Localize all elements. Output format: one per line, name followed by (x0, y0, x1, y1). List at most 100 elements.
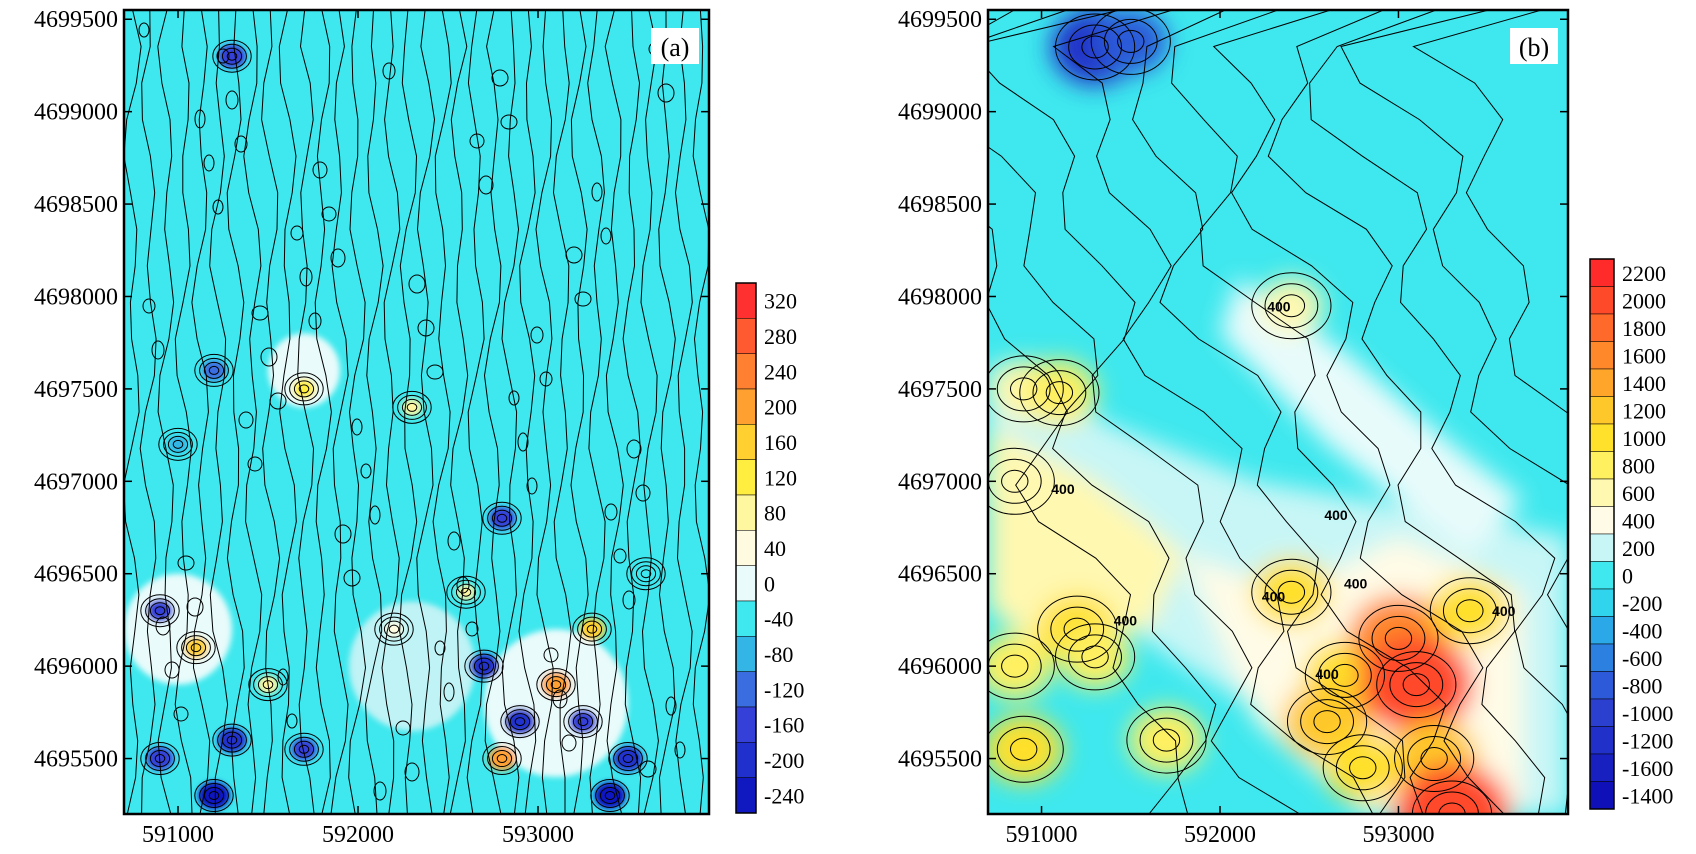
contour-ring (604, 791, 616, 801)
colorbar-cell (1589, 368, 1615, 397)
panel-b-colorbar: 2200200018001600140012001000800600400200… (1589, 258, 1673, 810)
contour-ring (631, 561, 661, 587)
contour-ring (360, 463, 372, 479)
contour-ring (417, 319, 435, 337)
anomaly-ridge (1220, 278, 1524, 556)
contour-ring (1054, 13, 1136, 81)
contour-ring (277, 668, 289, 686)
colorbar-label: 120 (764, 465, 797, 490)
contour-label: 400 (1267, 298, 1291, 314)
contour-ring (487, 505, 517, 531)
contour-ring (482, 501, 522, 535)
contour-ring (577, 717, 589, 727)
contour-line (640, 10, 659, 814)
colorbar-label: -40 (764, 607, 793, 632)
x-tick-label: 591000 (142, 822, 214, 848)
contour-ring (176, 631, 216, 665)
contour-ring (1376, 651, 1457, 719)
panel-b-frame (986, 8, 1570, 816)
contour-ring (1429, 577, 1510, 645)
contour-ring (185, 639, 207, 657)
anomaly-patch (124, 573, 232, 685)
contour-ring (374, 612, 414, 646)
contour-label: 400 (1051, 481, 1075, 497)
contour-ring (1411, 780, 1493, 814)
contour-ring (312, 161, 328, 179)
y-tick-label: 4695500 (898, 747, 982, 773)
colorbar-cell (1589, 616, 1615, 645)
contour-label: 400 (1262, 588, 1286, 604)
contour-line (483, 10, 502, 814)
y-tick-label: 4698000 (34, 284, 118, 310)
x-tick-label: 593000 (502, 822, 574, 848)
contour-ring (591, 182, 603, 202)
contour-ring (1090, 10, 1171, 75)
contour-ring (530, 326, 544, 344)
x-tick-label: 592000 (322, 822, 394, 848)
contour-ring (1081, 35, 1109, 59)
colorbar-cell (735, 459, 757, 496)
panel-b-label-box: (b) (1510, 28, 1558, 64)
contour-line (552, 10, 572, 814)
contour-ring (379, 616, 409, 642)
x-tick-label: 591000 (1006, 822, 1078, 848)
contour-line (1132, 10, 1406, 814)
contour-ring (194, 109, 206, 129)
contour-line (988, 10, 1217, 814)
contour-ring (208, 365, 220, 375)
colorbar-cell (1589, 396, 1615, 425)
colorbar-cell (735, 530, 757, 566)
colorbar-cell (1589, 506, 1615, 535)
contour-ring (639, 760, 657, 778)
contour-line (139, 10, 157, 814)
contour-ring (392, 390, 432, 424)
contour-ring (996, 366, 1051, 412)
contour-ring (140, 742, 180, 776)
contour-ring (194, 353, 234, 387)
contour-ring (613, 746, 643, 772)
contour-line (209, 10, 229, 814)
contour-ring (397, 394, 427, 420)
contour-ring (536, 668, 576, 702)
contour-ring (509, 713, 531, 731)
anomaly-hotspot (168, 435, 188, 454)
anomaly-hotspot (1059, 626, 1131, 688)
contour-ring (1349, 756, 1377, 780)
colorbar-cell (1589, 561, 1615, 590)
colorbar-label: -400 (1622, 618, 1662, 643)
colorbar-label: 240 (764, 359, 797, 384)
contour-ring (1425, 791, 1479, 814)
contour-ring (234, 135, 248, 153)
panel-a-axes: 591000 592000 593000 4695500 4696000 4696500 4… (34, 7, 709, 848)
contour-ring (149, 602, 171, 620)
panel-tag-box (1510, 28, 1558, 64)
colorbar-label: 2200 (1622, 261, 1666, 286)
anomaly-hotspot (197, 781, 231, 810)
contour-ring (469, 653, 499, 679)
contour-ring (456, 576, 470, 594)
contour-ring (163, 431, 193, 457)
colorbar-cell (1589, 313, 1615, 342)
contour-ring (1068, 24, 1122, 70)
contour-line (1340, 10, 1568, 631)
colorbar-cell (1589, 451, 1615, 480)
contour-ring (226, 735, 238, 745)
colorbar-label: 1800 (1622, 316, 1666, 341)
contour-ring (590, 779, 630, 813)
contour-ring (293, 740, 315, 758)
contour-ring (1001, 654, 1029, 678)
contour-ring (988, 715, 1064, 783)
contour-ring (1019, 359, 1100, 427)
contour-ring (455, 583, 477, 601)
contour-line (988, 10, 1301, 814)
contour-ring (1371, 615, 1426, 661)
contour-ring (1286, 688, 1368, 756)
contour-line (1171, 10, 1447, 814)
contour-ring (572, 612, 612, 646)
contour-ring (1117, 29, 1145, 53)
contour-line (330, 10, 349, 814)
contour-line (261, 10, 281, 814)
colorbar-cell (1589, 588, 1615, 617)
panel-a-label-box: (a) (651, 28, 699, 64)
contour-line (1412, 10, 1568, 414)
